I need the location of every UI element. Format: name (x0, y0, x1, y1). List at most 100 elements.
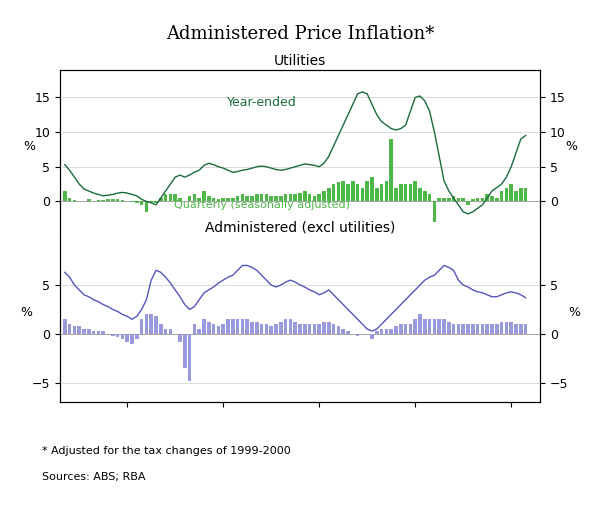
Bar (274, 324, 278, 334)
Bar (269, 326, 273, 334)
Bar (389, 139, 393, 201)
Bar (490, 196, 494, 201)
Bar (466, 324, 470, 334)
Bar (164, 195, 167, 201)
Bar (524, 324, 527, 334)
Bar (231, 319, 235, 334)
Bar (437, 319, 441, 334)
Bar (226, 319, 230, 334)
Bar (317, 324, 321, 334)
Bar (159, 324, 163, 334)
Bar (212, 198, 215, 201)
Bar (284, 319, 287, 334)
Bar (514, 324, 518, 334)
Bar (423, 191, 427, 201)
Bar (265, 195, 268, 201)
Bar (145, 201, 148, 212)
Bar (466, 201, 470, 205)
Bar (476, 198, 479, 201)
Bar (255, 322, 259, 334)
Bar (485, 324, 489, 334)
Bar (260, 195, 263, 201)
Bar (188, 196, 191, 201)
Bar (169, 329, 172, 334)
Bar (197, 329, 201, 334)
Bar (413, 181, 417, 201)
Text: Sources: ABS; RBA: Sources: ABS; RBA (42, 472, 146, 482)
Bar (471, 324, 475, 334)
Bar (413, 319, 417, 334)
Bar (197, 198, 201, 201)
Bar (500, 322, 503, 334)
Bar (495, 198, 499, 201)
Bar (241, 195, 244, 201)
Bar (418, 187, 422, 201)
Bar (97, 331, 100, 334)
Bar (260, 324, 263, 334)
Bar (370, 334, 374, 339)
Bar (461, 198, 465, 201)
Bar (111, 334, 115, 336)
Bar (375, 187, 379, 201)
Bar (361, 187, 364, 201)
Bar (476, 324, 479, 334)
Bar (452, 324, 455, 334)
Bar (322, 191, 326, 201)
Bar (399, 324, 403, 334)
Bar (447, 198, 451, 201)
Bar (452, 196, 455, 201)
Bar (308, 195, 311, 201)
Bar (437, 198, 441, 201)
Bar (332, 184, 335, 201)
Bar (193, 324, 196, 334)
Bar (341, 181, 345, 201)
Bar (385, 181, 388, 201)
Bar (279, 196, 283, 201)
Bar (351, 181, 355, 201)
Bar (317, 195, 321, 201)
Bar (327, 187, 331, 201)
Bar (509, 184, 513, 201)
Bar (101, 200, 105, 201)
Bar (394, 326, 398, 334)
Bar (221, 198, 225, 201)
Bar (241, 319, 244, 334)
Bar (404, 184, 407, 201)
Bar (293, 195, 297, 201)
Bar (149, 201, 153, 203)
Bar (289, 319, 292, 334)
Bar (356, 184, 359, 201)
Bar (159, 198, 163, 201)
Bar (293, 322, 297, 334)
Bar (236, 196, 239, 201)
Bar (207, 322, 211, 334)
Bar (442, 198, 446, 201)
Bar (202, 191, 206, 201)
Bar (193, 195, 196, 201)
Bar (524, 187, 527, 201)
Bar (481, 198, 484, 201)
Bar (303, 324, 307, 334)
Bar (298, 193, 302, 201)
Bar (140, 319, 143, 334)
Bar (284, 195, 287, 201)
Text: *: * (42, 446, 47, 456)
Bar (341, 329, 345, 334)
Bar (82, 329, 86, 334)
Bar (178, 198, 182, 201)
Bar (116, 199, 119, 201)
Bar (433, 319, 436, 334)
Bar (245, 196, 249, 201)
Bar (375, 331, 379, 334)
Text: Quarterly (seasonally adjusted): Quarterly (seasonally adjusted) (173, 200, 350, 210)
Bar (337, 326, 340, 334)
Bar (461, 324, 465, 334)
Bar (308, 324, 311, 334)
Y-axis label: %: % (23, 140, 35, 153)
Bar (250, 196, 254, 201)
Bar (92, 331, 95, 334)
Bar (346, 184, 350, 201)
Bar (442, 319, 446, 334)
Bar (289, 195, 292, 201)
Bar (250, 322, 254, 334)
